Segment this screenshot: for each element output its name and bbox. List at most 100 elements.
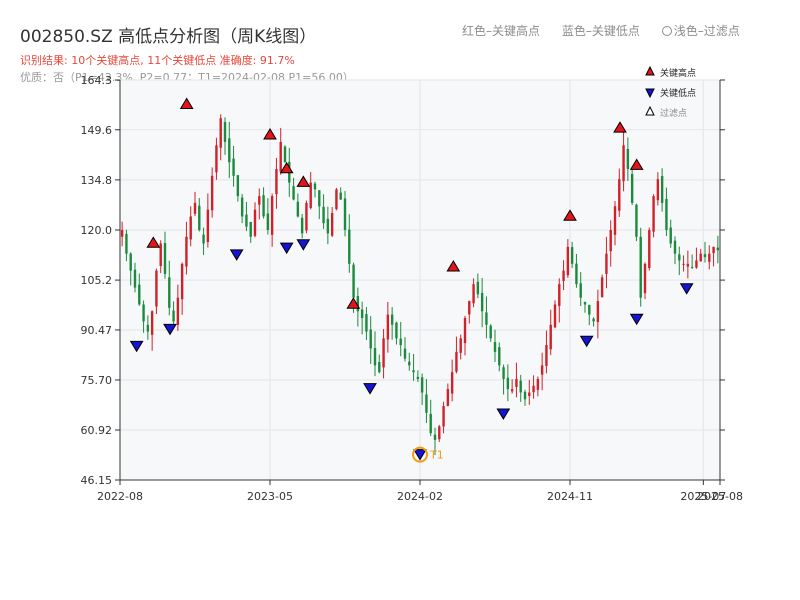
- candle: [660, 168, 664, 212]
- candle: [403, 337, 407, 362]
- candle: [138, 273, 141, 306]
- candle-body: [382, 338, 385, 368]
- y-tick-label: 149.6: [81, 124, 113, 137]
- candle-body: [545, 345, 548, 366]
- x-tick-label: 2024-02: [397, 490, 443, 503]
- candle: [716, 235, 720, 264]
- candle: [562, 260, 565, 291]
- key-low-marker: [363, 383, 377, 395]
- candle: [673, 236, 677, 265]
- candle-body: [189, 216, 192, 240]
- candle-body: [206, 209, 210, 243]
- key-low-marker: [629, 313, 644, 326]
- candle-body: [678, 254, 681, 261]
- candle: [395, 321, 398, 345]
- candle: [459, 334, 462, 360]
- candle-body: [408, 361, 411, 366]
- candle-body: [283, 146, 287, 163]
- legend-marker: [645, 105, 655, 116]
- key-high-marker: [346, 297, 361, 309]
- candle: [159, 240, 162, 274]
- candle: [163, 231, 167, 279]
- candle-body: [249, 221, 252, 237]
- candle-body: [266, 213, 270, 230]
- y-tick-label: 164.3: [81, 74, 113, 87]
- candle-body: [403, 348, 407, 359]
- candle-body: [648, 229, 651, 269]
- candle-body: [420, 377, 424, 393]
- candle: [665, 187, 668, 237]
- result-summary: 识别结果: 10个关键高点, 11个关键低点 准确度: 91.7%: [20, 54, 295, 67]
- candle-body: [129, 253, 132, 271]
- candle: [476, 273, 480, 299]
- candle-body: [159, 243, 162, 266]
- candle-body: [185, 236, 188, 267]
- key-low-marker: [129, 340, 144, 353]
- candle: [155, 268, 158, 314]
- candle-body: [412, 370, 415, 373]
- candle: [553, 300, 557, 329]
- candle: [545, 330, 548, 374]
- x-tick-label: 2024-11: [547, 490, 593, 503]
- candle: [652, 194, 655, 238]
- candle-body: [570, 247, 574, 264]
- candle-body: [635, 204, 638, 237]
- candle: [536, 376, 540, 397]
- candle-body: [532, 385, 535, 393]
- candle: [228, 121, 231, 178]
- candle-body: [279, 141, 282, 172]
- candle-body: [296, 201, 300, 217]
- candle: [420, 373, 424, 406]
- candle: [613, 201, 617, 246]
- candle: [592, 317, 595, 327]
- candle: [519, 374, 522, 402]
- key-high-marker: [446, 260, 461, 272]
- candle-body: [313, 183, 317, 190]
- candle-body: [198, 205, 201, 230]
- candle-body: [498, 347, 501, 366]
- candle-body: [592, 318, 595, 322]
- candle: [489, 324, 492, 342]
- candle: [150, 310, 154, 351]
- candle-body: [442, 406, 445, 427]
- x-tick-label: 2023-05: [247, 490, 293, 503]
- candle: [343, 191, 347, 237]
- axes: 164.3 149.6 134.8 120.0 105.2 90.47 75.70 60.92…: [81, 74, 743, 503]
- candle: [690, 254, 694, 269]
- circle-icon: [661, 26, 672, 36]
- candle-body: [322, 206, 325, 224]
- key-high-marker: [146, 236, 161, 248]
- candle-body: [686, 263, 690, 267]
- candle: [236, 174, 240, 202]
- candle-body: [176, 297, 180, 325]
- candle: [258, 188, 261, 220]
- key-high-marker: [629, 158, 644, 170]
- legend-marker: [645, 65, 655, 76]
- candle-body: [253, 209, 257, 236]
- candle: [262, 187, 265, 219]
- candle-body: [142, 304, 145, 322]
- candle-body: [708, 253, 711, 262]
- candle: [579, 272, 582, 307]
- candle: [438, 424, 441, 442]
- legend-label: 过滤点: [660, 107, 687, 119]
- candles: [120, 114, 720, 456]
- candle-body: [369, 329, 372, 349]
- candle: [270, 193, 274, 247]
- x-tick-label: 2025-08: [697, 490, 743, 503]
- candle: [168, 260, 171, 316]
- candle: [472, 278, 475, 308]
- legend-label: 关键低点: [660, 87, 696, 99]
- t1-label: T1: [429, 449, 444, 462]
- candle-body: [339, 192, 342, 200]
- candle: [120, 221, 124, 247]
- candle: [446, 383, 450, 407]
- candle: [412, 354, 415, 381]
- candle: [686, 250, 690, 279]
- key-low-marker: [229, 249, 244, 261]
- candle-body: [378, 362, 381, 373]
- candle: [296, 193, 300, 218]
- candle: [639, 227, 642, 307]
- candle: [300, 214, 304, 239]
